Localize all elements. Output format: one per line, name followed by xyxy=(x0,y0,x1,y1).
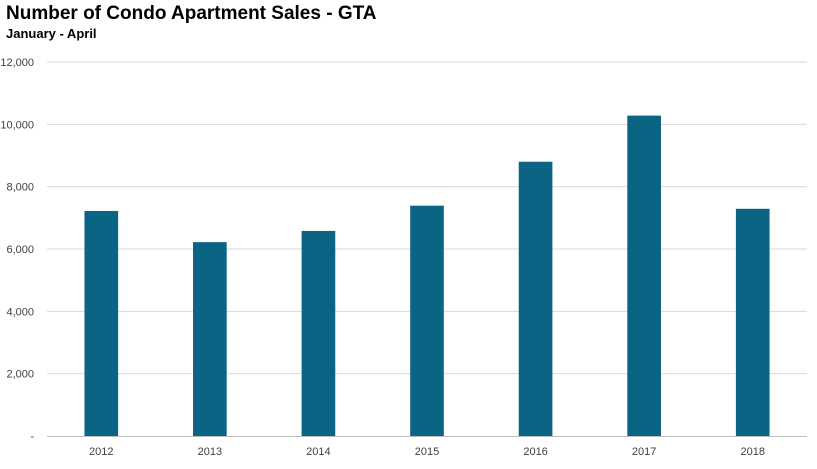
bar-2012 xyxy=(84,210,119,436)
chart-title: Number of Condo Apartment Sales - GTA xyxy=(6,3,377,24)
y-tick-label: 6,000 xyxy=(6,244,34,256)
y-tick-label: 10,000 xyxy=(0,119,34,131)
y-tick-label: - xyxy=(30,431,34,443)
bar-2016 xyxy=(518,161,553,436)
x-tick-label: 2017 xyxy=(632,446,656,458)
y-tick-label: 2,000 xyxy=(6,369,34,381)
y-tick-label: 12,000 xyxy=(0,57,34,69)
bar-2015 xyxy=(410,205,444,436)
y-tick-label: 8,000 xyxy=(6,182,34,194)
x-tick-label: 2014 xyxy=(306,446,330,458)
bars xyxy=(84,115,770,437)
x-tick-label: 2013 xyxy=(198,446,222,458)
bar-2013 xyxy=(193,242,227,436)
axes: - 2,000 4,000 6,000 8,000 10,000 12,000 2012 201… xyxy=(0,57,807,458)
x-tick-label: 2012 xyxy=(89,446,113,458)
x-tick-label: 2018 xyxy=(740,446,764,458)
bar-2017 xyxy=(627,115,661,437)
x-tick-label: 2015 xyxy=(415,446,439,458)
bar-2014 xyxy=(301,230,336,436)
chart-subtitle: January - April xyxy=(6,26,97,41)
y-tick-label: 4,000 xyxy=(6,306,34,318)
x-tick-label: 2016 xyxy=(523,446,547,458)
bar-2018 xyxy=(735,208,770,436)
